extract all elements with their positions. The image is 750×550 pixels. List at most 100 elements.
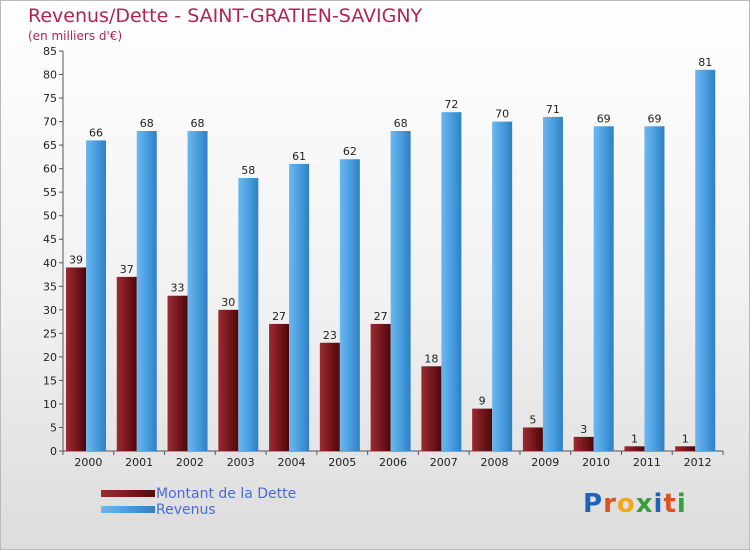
bar-dette-label: 18 bbox=[424, 352, 438, 365]
bar-dette bbox=[675, 446, 696, 451]
bar-dette bbox=[624, 446, 645, 451]
bar-dette bbox=[421, 366, 442, 451]
bar-revenus-label: 69 bbox=[647, 112, 661, 125]
legend-swatch-dette bbox=[101, 490, 155, 497]
y-tick-label: 30 bbox=[43, 304, 57, 317]
y-tick-label: 10 bbox=[43, 398, 57, 411]
bar-revenus bbox=[339, 159, 360, 451]
x-tick-label: 2001 bbox=[125, 456, 153, 469]
logo-letter: r bbox=[603, 489, 617, 519]
bar-revenus-label: 81 bbox=[698, 56, 712, 69]
logo-letter: t bbox=[663, 489, 677, 519]
bar-dette-label: 3 bbox=[580, 423, 587, 436]
bar-revenus-label: 61 bbox=[292, 150, 306, 163]
bar-dette-label: 33 bbox=[171, 282, 185, 295]
bar-revenus-label: 70 bbox=[495, 108, 509, 121]
bar-revenus-label: 68 bbox=[191, 117, 205, 130]
x-tick-label: 2005 bbox=[328, 456, 356, 469]
bar-dette-label: 5 bbox=[529, 413, 536, 426]
bar-revenus bbox=[238, 178, 259, 451]
x-tick-label: 2000 bbox=[74, 456, 102, 469]
bar-dette bbox=[370, 323, 391, 451]
y-tick-label: 85 bbox=[43, 45, 57, 58]
x-tick-label: 2012 bbox=[684, 456, 712, 469]
legend-label-dette: Montant de la Dette bbox=[156, 486, 297, 502]
y-tick-label: 70 bbox=[43, 116, 57, 129]
x-axis: 2000 2001 2002 2003 2004 2005 2006 2007 2008 2009… bbox=[62, 450, 724, 469]
y-tick-label: 40 bbox=[43, 257, 57, 270]
logo-letter: x bbox=[635, 489, 654, 519]
logo-letter: o bbox=[616, 489, 636, 519]
legend-label-revenus: Revenus bbox=[156, 502, 216, 518]
bar-revenus-label: 71 bbox=[546, 103, 560, 116]
bar-revenus-label: 68 bbox=[140, 117, 154, 130]
bar-revenus bbox=[86, 140, 106, 452]
bar-dette-label: 27 bbox=[374, 310, 388, 323]
bar-dette-label: 9 bbox=[479, 395, 486, 408]
chart-title: Revenus/Dette - SAINT-GRATIEN-SAVIGNY bbox=[28, 5, 423, 27]
logo-letter: P bbox=[583, 489, 604, 519]
bar-dette bbox=[522, 427, 543, 451]
y-tick-label: 0 bbox=[50, 445, 57, 458]
bar-dette bbox=[66, 267, 86, 451]
y-tick-label: 35 bbox=[43, 280, 57, 293]
y-tick-label: 5 bbox=[50, 421, 57, 434]
y-tick-label: 60 bbox=[43, 163, 57, 176]
y-axis: 0 5 10 15 20 25 30 35 40 45 50 55 60 65 70 75 80 85 bbox=[43, 45, 64, 458]
bar-dette bbox=[319, 342, 340, 451]
x-tick-label: 2006 bbox=[379, 456, 407, 469]
bar-revenus bbox=[187, 131, 208, 451]
y-tick-label: 75 bbox=[43, 92, 57, 105]
bar-dette-label: 1 bbox=[682, 432, 689, 445]
bars bbox=[66, 69, 716, 452]
bar-dette-label: 39 bbox=[69, 253, 83, 266]
bar-dette bbox=[218, 309, 239, 451]
logo-letter: i bbox=[676, 489, 687, 519]
proxiti-logo: Proxiti bbox=[583, 489, 687, 519]
bar-dette bbox=[573, 436, 594, 451]
bar-revenus bbox=[542, 116, 563, 451]
bar-revenus-label: 68 bbox=[394, 117, 408, 130]
bar-dette bbox=[116, 276, 137, 451]
y-tick-label: 45 bbox=[43, 233, 57, 246]
y-tick-label: 15 bbox=[43, 374, 57, 387]
bar-dette bbox=[269, 323, 290, 451]
x-tick-label: 2002 bbox=[176, 456, 204, 469]
bar-dette-label: 27 bbox=[272, 310, 286, 323]
legend-swatch-revenus bbox=[101, 506, 155, 513]
y-tick-label: 50 bbox=[43, 210, 57, 223]
bar-revenus-label: 62 bbox=[343, 145, 357, 158]
bar-revenus-label: 72 bbox=[444, 98, 458, 111]
bar-dette-label: 23 bbox=[323, 329, 337, 342]
bar-revenus bbox=[390, 131, 411, 451]
x-tick-label: 2003 bbox=[227, 456, 255, 469]
x-tick-label: 2010 bbox=[582, 456, 610, 469]
chart-subtitle: (en milliers d'€) bbox=[28, 29, 123, 43]
y-tick-label: 65 bbox=[43, 139, 57, 152]
bar-dette bbox=[472, 408, 493, 451]
bar-revenus-label: 66 bbox=[89, 126, 103, 139]
bar-revenus bbox=[695, 69, 716, 451]
x-tick-label: 2008 bbox=[481, 456, 509, 469]
y-tick-label: 20 bbox=[43, 351, 57, 364]
bar-revenus-label: 58 bbox=[241, 164, 255, 177]
x-tick-label: 2004 bbox=[277, 456, 305, 469]
bar-dette-label: 30 bbox=[221, 296, 235, 309]
y-tick-label: 55 bbox=[43, 186, 57, 199]
bar-revenus-label: 69 bbox=[597, 112, 611, 125]
bar-revenus bbox=[492, 121, 513, 452]
x-tick-label: 2007 bbox=[430, 456, 458, 469]
bar-dette-label: 1 bbox=[631, 432, 638, 445]
bar-dette bbox=[167, 295, 188, 451]
bar-revenus bbox=[289, 163, 310, 452]
bar-dette-label: 37 bbox=[120, 263, 134, 276]
y-tick-label: 25 bbox=[43, 327, 57, 340]
y-tick-label: 80 bbox=[43, 69, 57, 82]
bar-revenus bbox=[136, 131, 157, 451]
bar-revenus bbox=[441, 112, 462, 452]
x-tick-label: 2011 bbox=[633, 456, 661, 469]
bar-revenus bbox=[593, 126, 614, 451]
logo-letter: i bbox=[653, 489, 664, 519]
